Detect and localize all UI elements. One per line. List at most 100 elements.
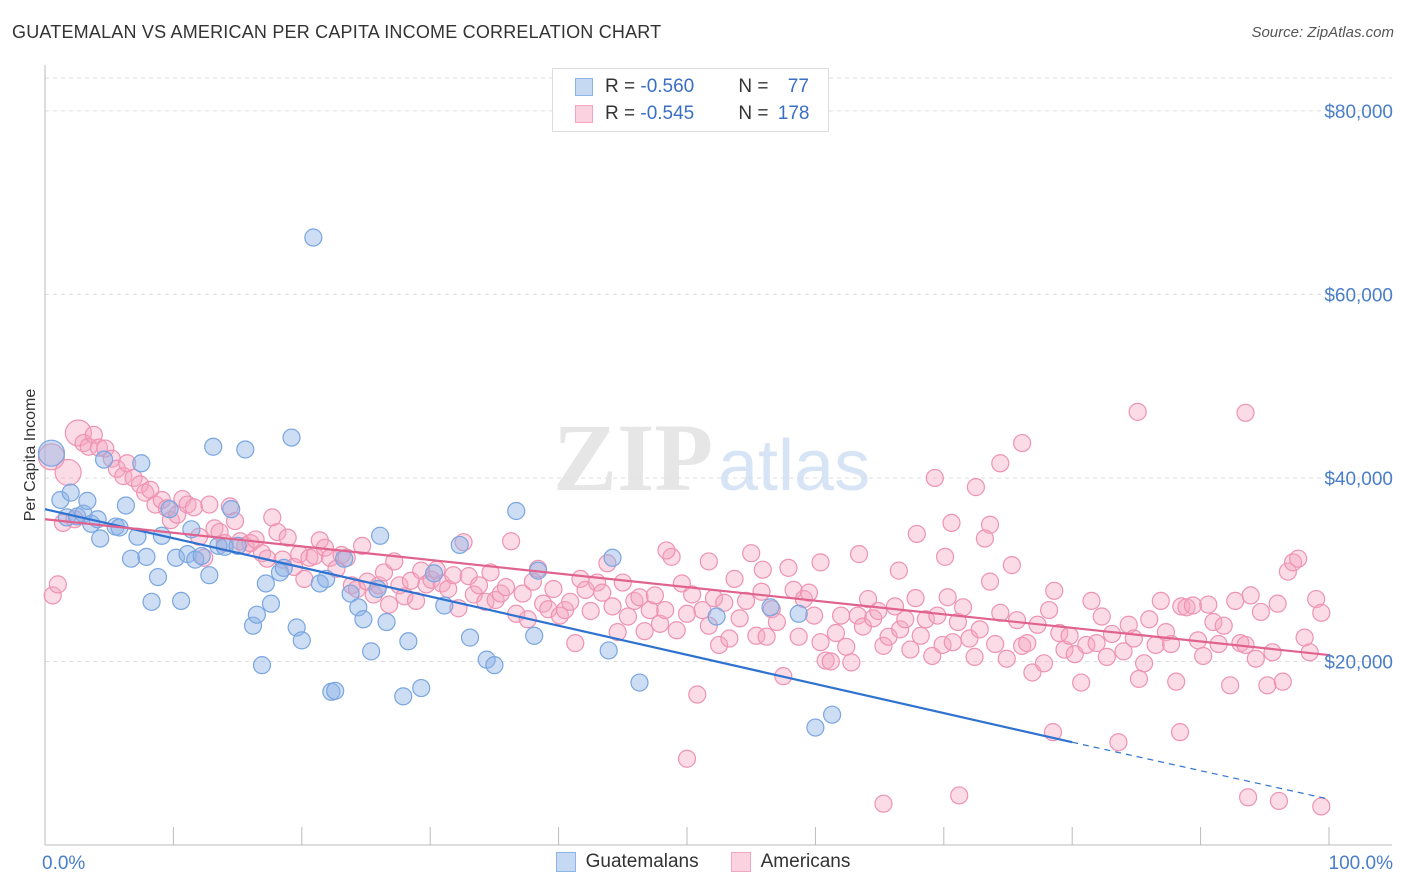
- stats-legend: R = -0.560 N = 77 R = -0.545 N = 178: [552, 68, 829, 132]
- legend-r-label: R =: [605, 76, 641, 97]
- americans-point: [550, 606, 569, 625]
- legend-r-value: -0.560: [640, 76, 695, 97]
- americans-point: [513, 584, 532, 603]
- guatemalans-point: [789, 604, 808, 623]
- guatemalans-point: [78, 491, 97, 510]
- americans-point: [89, 438, 109, 457]
- legend-item-americans[interactable]: Americans: [730, 851, 850, 873]
- americans-point: [891, 620, 910, 639]
- legend-row-guatemalans: R = -0.560 N = 77: [575, 74, 809, 100]
- americans-point: [677, 749, 697, 768]
- americans-point: [688, 685, 707, 704]
- americans-point: [459, 567, 478, 586]
- legend-swatch-americans: [575, 105, 593, 123]
- legend-item-guatemalans[interactable]: Guatemalans: [555, 851, 699, 873]
- guatemalans-point: [599, 641, 618, 660]
- guatemalans-point: [252, 656, 272, 675]
- americans-point: [980, 515, 1000, 534]
- americans-point: [950, 786, 969, 805]
- grid-lines: [45, 77, 1392, 662]
- americans-point: [858, 589, 878, 609]
- americans-point: [1183, 596, 1202, 615]
- legend-swatch-americans: [730, 852, 751, 872]
- legend-r-label: R =: [605, 103, 641, 124]
- americans-point: [1060, 626, 1079, 645]
- guatemalans-point: [326, 681, 345, 700]
- americans-point: [715, 593, 734, 612]
- guatemalans-point: [450, 535, 469, 555]
- legend-swatch-guatemalans: [555, 852, 576, 872]
- legend-row-americans: R = -0.545 N = 178: [575, 101, 809, 127]
- americans-point: [811, 633, 830, 652]
- americans-point: [1102, 624, 1122, 644]
- americans-point: [757, 627, 776, 646]
- guatemalans-point: [142, 592, 161, 611]
- americans-point: [1307, 589, 1326, 609]
- americans-point: [1204, 612, 1223, 632]
- guatemalans-point: [261, 594, 281, 613]
- americans-point: [1082, 591, 1101, 611]
- americans-point: [970, 620, 989, 639]
- americans-point: [1170, 723, 1190, 742]
- legend-label-guatemalans: Guatemalans: [585, 851, 699, 872]
- guatemalans-point: [222, 500, 241, 519]
- americans-point: [1129, 669, 1149, 689]
- americans-point: [1013, 433, 1032, 453]
- guatemalans-point: [137, 547, 156, 566]
- guatemalans-point: [424, 564, 444, 583]
- y-axis-label: Per Capita Income: [22, 389, 39, 522]
- americans-point: [603, 597, 622, 616]
- guatemalans-point: [132, 454, 151, 473]
- americans-point: [353, 536, 372, 555]
- americans-point: [469, 576, 489, 595]
- americans-point: [43, 586, 62, 605]
- americans-point: [837, 637, 856, 656]
- americans-point: [725, 569, 744, 588]
- americans-point: [1039, 600, 1059, 620]
- americans-point: [566, 634, 585, 653]
- legend-r-value: -0.545: [640, 103, 695, 124]
- guatemalans-trend-extension: [1072, 741, 1330, 800]
- x-tick-label-min: 0.0%: [42, 853, 85, 874]
- americans-point: [444, 566, 463, 585]
- americans-point: [534, 594, 553, 613]
- americans-point: [1239, 788, 1258, 807]
- guatemalans-point: [160, 500, 179, 519]
- legend-n-label: N =: [738, 76, 774, 97]
- americans-point: [925, 468, 944, 488]
- americans-point: [225, 511, 245, 531]
- americans-point: [942, 513, 961, 533]
- americans-point: [683, 585, 702, 604]
- y-tick-label: $80,000: [1324, 102, 1393, 123]
- americans-point: [1140, 610, 1159, 629]
- guatemalans-point: [525, 626, 544, 645]
- guatemalans-point: [341, 584, 360, 603]
- americans-point: [380, 595, 399, 614]
- americans-point: [1092, 607, 1111, 626]
- americans-point: [1273, 672, 1292, 691]
- americans-point: [1241, 586, 1260, 605]
- americans-point: [1312, 797, 1331, 816]
- americans-point: [278, 528, 297, 547]
- americans-point: [869, 601, 888, 621]
- americans-point: [986, 634, 1005, 654]
- watermark-zip: ZIP: [553, 404, 713, 511]
- americans-point: [1177, 598, 1196, 617]
- americans-point: [630, 588, 649, 607]
- americans-point: [789, 627, 808, 646]
- americans-point: [1109, 733, 1128, 752]
- americans-point: [295, 569, 314, 588]
- americans-point: [146, 495, 165, 514]
- americans-point: [831, 606, 851, 625]
- americans-point: [1114, 642, 1133, 661]
- guatemalans-point: [304, 228, 323, 247]
- americans-point: [720, 629, 739, 648]
- guatemalans-point: [200, 566, 219, 585]
- guatemalans-point: [148, 567, 168, 587]
- americans-point: [906, 589, 925, 608]
- americans-point: [1268, 594, 1287, 613]
- guatemalans-points: [37, 228, 842, 737]
- guatemalans-point: [192, 546, 211, 566]
- guatemalans-point: [349, 598, 368, 617]
